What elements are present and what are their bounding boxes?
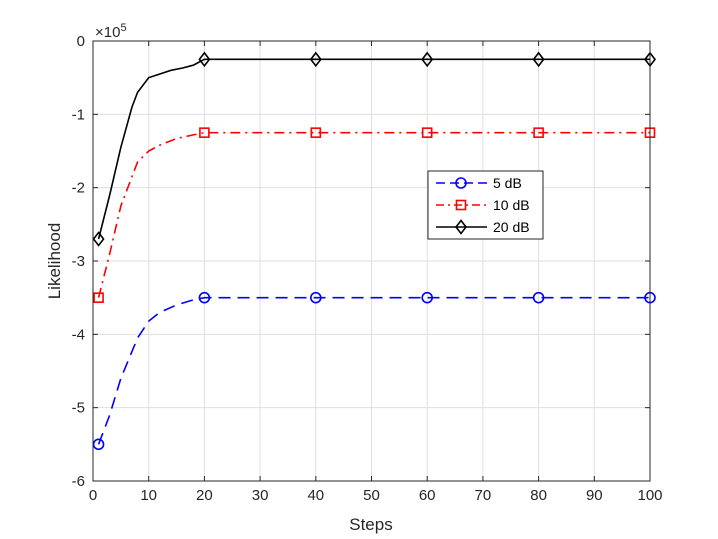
series-2-marker-2 — [309, 51, 322, 68]
x-tick-label-4: 40 — [307, 487, 324, 504]
grid — [93, 41, 650, 481]
x-tick-label-9: 90 — [586, 487, 603, 504]
x-tick-label-5: 50 — [363, 487, 380, 504]
series-1-marker-4 — [533, 127, 544, 138]
series-1-marker-0 — [93, 292, 104, 303]
series-markers — [92, 51, 657, 451]
series-0-marker-4 — [532, 291, 545, 304]
x-tick-label-10: 100 — [637, 487, 662, 504]
series-1-marker-2 — [310, 127, 322, 138]
exponent-label: ×105 — [95, 22, 127, 41]
legend-label-1: 10 dB — [493, 197, 530, 213]
series-0-marker-2 — [309, 291, 322, 304]
series-0-marker-1 — [198, 291, 211, 304]
series-2-marker-3 — [421, 51, 434, 68]
x-axis-title: Steps — [349, 515, 392, 534]
series-line-2 — [97, 58, 650, 240]
x-tick-label-8: 80 — [530, 487, 547, 504]
y-tick-label-3: -3 — [72, 253, 85, 270]
series-2-marker-0 — [92, 231, 105, 247]
y-tick-label-1: -1 — [72, 106, 85, 123]
series-2-marker-4 — [532, 51, 545, 68]
x-tick-label-1: 10 — [140, 487, 157, 504]
x-tick-label-7: 70 — [475, 487, 492, 504]
x-tick-label-0: 0 — [89, 487, 97, 504]
series-0-marker-0 — [92, 438, 105, 451]
series-line-0 — [97, 296, 650, 445]
y-tick-label-4: -4 — [72, 326, 85, 343]
legend-label-0: 5 dB — [493, 175, 522, 191]
y-tick-label-6: -6 — [72, 473, 85, 490]
legend: 5 dB 10 dB 20 dB — [427, 170, 544, 240]
legend-marker-1 — [455, 199, 467, 211]
exponent-prefix: ×10 — [95, 24, 120, 41]
exponent-power: 5 — [120, 22, 126, 34]
series-2-marker-1 — [198, 51, 211, 68]
x-tick-label-3: 30 — [252, 487, 269, 504]
y-tick-label-0: 0 — [77, 33, 85, 50]
series-0-marker-3 — [421, 291, 434, 304]
y-tick-label-2: -2 — [72, 180, 85, 197]
axis-ticks: 0 10 20 30 40 50 60 70 80 90 100 0 -1 -2 -3 -4 -5 -6 — [72, 33, 663, 504]
legend-marker-0 — [455, 177, 467, 189]
y-axis-title: Likelihood — [45, 223, 64, 300]
series-lines — [97, 58, 650, 445]
x-tick-label-6: 60 — [419, 487, 436, 504]
y-tick-label-5: -5 — [72, 400, 85, 417]
legend-marker-2 — [454, 219, 468, 235]
series-line-1 — [97, 131, 650, 298]
series-1-marker-1 — [199, 127, 210, 138]
series-1-marker-3 — [421, 127, 433, 138]
x-tick-label-2: 20 — [196, 487, 213, 504]
legend-label-2: 20 dB — [493, 219, 530, 235]
